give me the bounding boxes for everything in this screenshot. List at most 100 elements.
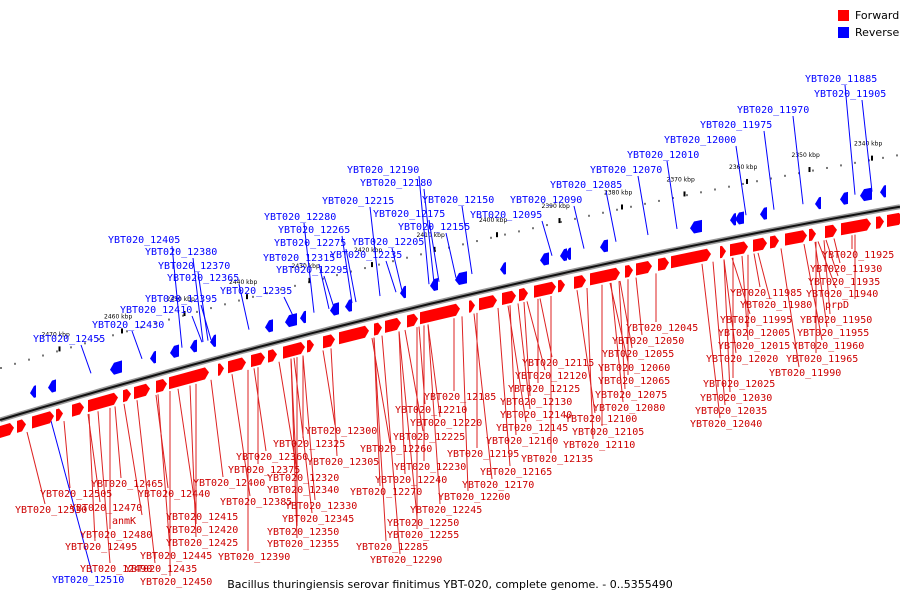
forward-gene: [809, 228, 816, 242]
leader-line: [88, 413, 96, 542]
leader-line: [523, 301, 531, 397]
tick-dot: [504, 233, 506, 236]
forward-gene-label: YBT020_11985: [730, 288, 802, 299]
forward-gene-label: prpD: [825, 300, 849, 311]
leader-line: [573, 205, 585, 249]
leader-line: [753, 253, 761, 288]
leader-line: [763, 130, 775, 210]
forward-gene-label: YBT020_12325: [273, 439, 345, 450]
kbp-tick-mark: [746, 178, 748, 184]
kbp-tick-mark: [121, 328, 123, 334]
reverse-gene-label: YBT020_11905: [814, 89, 886, 100]
tick-dot: [126, 330, 128, 333]
leader-line: [192, 257, 204, 343]
leader-line: [404, 329, 424, 432]
forward-gene-label: YBT020_12270: [350, 487, 422, 498]
tick-dot: [406, 256, 408, 259]
leader-line: [635, 277, 643, 336]
reverse-swatch: [838, 27, 849, 38]
forward-gene: [785, 230, 807, 246]
forward-gene-label: YBT020_12035: [695, 406, 767, 417]
forward-gene-label: YBT020_12290: [370, 555, 442, 566]
reverse-gene-label: YBT020_12315: [263, 253, 335, 264]
reverse-gene: [880, 185, 886, 198]
reverse-gene: [815, 196, 821, 210]
leader-line: [741, 255, 749, 341]
leader-line: [323, 275, 335, 308]
forward-gene-label: YBT020_12170: [462, 480, 534, 491]
leader-line: [539, 298, 553, 358]
figure-caption: Bacillus thuringiensis serovar finitimus…: [227, 578, 673, 591]
reverse-gene-label: YBT020_12180: [360, 178, 432, 189]
leader-line: [385, 260, 397, 293]
reverse-gene-label: YBT020_12090: [510, 195, 582, 206]
reverse-label: Reverse: [855, 26, 900, 39]
leader-line: [210, 379, 224, 478]
tick-dot: [378, 263, 380, 266]
tick-dot: [560, 220, 562, 223]
forward-gene: [658, 257, 669, 271]
leader-line: [526, 301, 546, 371]
leader-line: [428, 219, 440, 282]
tick-dot: [812, 169, 814, 172]
tick-dot: [154, 322, 156, 325]
reverse-gene: [600, 239, 608, 253]
forward-gene-label: YBT020_12230: [394, 462, 466, 473]
kbp-tick-label: 2440 kbp: [229, 279, 257, 286]
forward-gene: [558, 279, 565, 293]
forward-gene: [169, 367, 209, 390]
leader-line: [303, 222, 315, 313]
tick-dot: [210, 307, 212, 310]
leader-line: [723, 259, 737, 354]
tick-dot: [238, 299, 240, 302]
forward-gene-label: YBT020_12055: [602, 349, 674, 360]
reverse-gene-label: YBT020_12275: [274, 238, 346, 249]
forward-gene-label: YBT020_11930: [810, 264, 882, 275]
leader-line: [825, 239, 839, 277]
strand-legend: Forward Reverse: [838, 8, 900, 42]
reverse-gene-label: YBT020_12455: [33, 334, 105, 345]
tick-dot: [420, 253, 422, 256]
tick-dot: [84, 342, 86, 345]
forward-gene-label: YBT020_12130: [500, 397, 572, 408]
forward-gene-label: YBT020_11990: [769, 368, 841, 379]
forward-gene-label: YBT020_12445: [140, 551, 212, 562]
kbp-tick-label: 2370 kbp: [667, 176, 695, 183]
leader-line: [114, 406, 122, 479]
leader-line: [461, 205, 473, 275]
kbp-tick-mark: [58, 346, 61, 352]
forward-gene-label: YBT020_12065: [598, 376, 670, 387]
tick-dot: [826, 166, 828, 169]
tick-dot: [336, 274, 338, 277]
forward-gene-label: YBT020_12050: [612, 336, 684, 347]
tick-dot: [602, 211, 604, 214]
forward-gene-label: YBT020_12440: [138, 489, 210, 500]
forward-gene-label: YBT020_12490: [80, 564, 152, 575]
forward-gene: [385, 317, 401, 333]
forward-gene: [32, 411, 54, 429]
leader-line: [509, 305, 517, 436]
forward-gene: [72, 402, 84, 417]
reverse-gene: [190, 339, 197, 353]
reverse-gene-label: YBT020_12085: [550, 180, 622, 191]
forward-gene-label: YBT020_12400: [193, 478, 265, 489]
leader-line: [814, 241, 828, 328]
leader-line: [302, 355, 316, 501]
forward-gene-label: YBT020_12060: [598, 363, 670, 374]
leader-line: [189, 385, 197, 538]
leader-line: [49, 417, 93, 574]
leader-line: [322, 350, 336, 426]
forward-gene-labels: YBT020_11925YBT020_11930YBT020_11935YBT0…: [15, 250, 894, 588]
forward-gene: [502, 290, 516, 305]
reverse-gene-labels: YBT020_11885 YBT020_11905 YBT020_11970 YBT0…: [33, 74, 886, 586]
forward-gene: [479, 295, 497, 311]
leader-line: [833, 238, 841, 264]
leader-line: [391, 247, 403, 291]
forward-gene: [307, 339, 314, 353]
leader-line: [381, 335, 401, 555]
reverse-gene: [300, 310, 306, 324]
tick-dot: [28, 358, 30, 361]
leader-line: [369, 206, 381, 297]
reverse-gene: [500, 262, 506, 275]
forward-gene-label: YBT020_12505: [40, 489, 112, 500]
